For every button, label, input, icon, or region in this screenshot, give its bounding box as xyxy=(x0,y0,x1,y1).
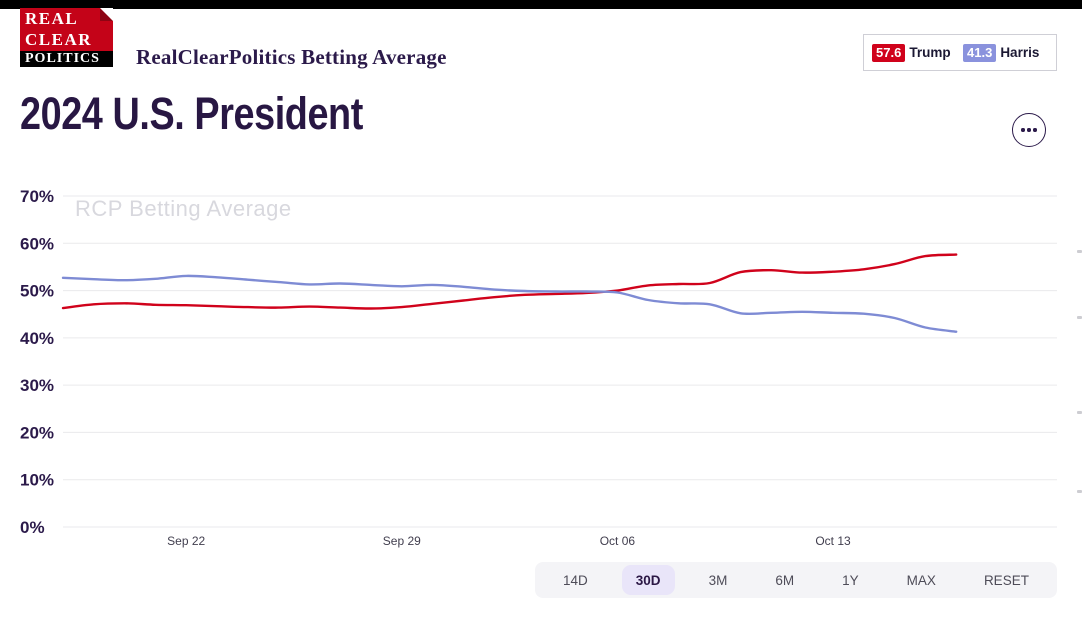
y-axis-label: 20% xyxy=(20,423,54,442)
range-buttons: 14D 30D 3M 6M 1Y MAX RESET xyxy=(535,562,1057,598)
y-axis-label: 30% xyxy=(20,376,54,395)
y-axis-label: 0% xyxy=(20,518,45,537)
harris-score-badge: 41.3 xyxy=(963,43,997,62)
top-black-bar xyxy=(0,0,1082,9)
edge-artifact xyxy=(1077,411,1082,414)
logo-folded-corner-icon xyxy=(100,8,113,21)
y-axis-label: 60% xyxy=(20,234,54,253)
y-axis-label: 50% xyxy=(20,282,54,301)
trump-score-badge: 57.6 xyxy=(872,43,906,62)
betting-scoreboard: 57.6 Trump 41.3 Harris xyxy=(863,34,1057,71)
series-line-trump xyxy=(61,253,958,310)
edge-artifact xyxy=(1077,316,1082,319)
x-axis-label: Oct 06 xyxy=(600,534,636,548)
range-button-max[interactable]: MAX xyxy=(893,565,950,595)
page-title: 2024 U.S. President xyxy=(20,88,363,139)
y-axis-label: 10% xyxy=(20,471,54,490)
rcp-logo[interactable]: REAL CLEAR POLITICS xyxy=(20,8,113,67)
trump-name-label: Trump xyxy=(909,45,951,60)
logo-line-politics: POLITICS xyxy=(20,51,113,67)
y-axis-label: 70% xyxy=(20,187,54,206)
range-button-6m[interactable]: 6M xyxy=(761,565,808,595)
y-axis-label: 40% xyxy=(20,329,54,348)
series-line-harris xyxy=(61,274,958,333)
more-options-button[interactable] xyxy=(1012,113,1046,147)
edge-artifact xyxy=(1077,250,1082,253)
edge-artifact xyxy=(1077,490,1082,493)
range-button-reset[interactable]: RESET xyxy=(970,565,1043,595)
harris-name-label: Harris xyxy=(1000,45,1040,60)
x-axis-label: Sep 29 xyxy=(383,534,421,548)
chart-watermark: RCP Betting Average xyxy=(75,196,292,221)
scoreboard-harris: 41.3 Harris xyxy=(963,43,1040,62)
masthead-title: RealClearPolitics Betting Average xyxy=(136,45,447,69)
range-button-30d[interactable]: 30D xyxy=(621,565,675,595)
range-button-3m[interactable]: 3M xyxy=(695,565,742,595)
scoreboard-trump: 57.6 Trump xyxy=(872,43,963,62)
betting-average-chart[interactable]: 0% 10% 20% 30% 40% 50% 60% 70% RCP Betting Avera… xyxy=(0,180,1082,560)
x-axis-label: Sep 22 xyxy=(167,534,205,548)
chart-svg[interactable]: 0% 10% 20% 30% 40% 50% 60% 70% RCP Betting Avera… xyxy=(0,180,1082,560)
x-axis-label: Oct 13 xyxy=(815,534,851,548)
range-button-1y[interactable]: 1Y xyxy=(828,565,873,595)
ellipsis-icon xyxy=(1021,128,1025,132)
logo-line-clear: CLEAR xyxy=(25,30,93,49)
range-button-14d[interactable]: 14D xyxy=(549,565,602,595)
logo-line-real: REAL xyxy=(25,9,79,28)
